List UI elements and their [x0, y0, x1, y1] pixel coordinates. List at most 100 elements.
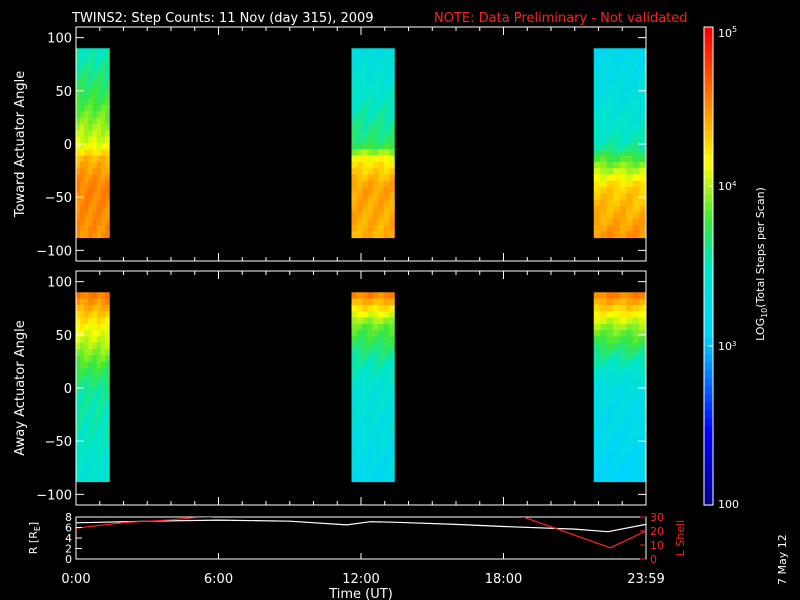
toward-heatmap-cell: [100, 199, 106, 207]
away-heatmap-cell: [378, 431, 385, 438]
toward-heatmap-cell: [88, 48, 94, 56]
colorbar-tick-label-1e5: 105: [718, 25, 737, 40]
away-heatmap-cell: [388, 393, 395, 401]
toward-heatmap-cell: [606, 117, 614, 125]
away-heatmap-cell: [367, 311, 374, 319]
toward-heatmap-cell: [84, 60, 89, 68]
toward-heatmap-cell: [378, 117, 385, 125]
away-heatmap-cell: [88, 342, 94, 350]
away-heatmap-cell: [388, 292, 395, 300]
toward-heatmap-cell: [383, 168, 390, 175]
toward-heatmap-cell: [356, 73, 363, 81]
toward-heatmap-cells: [76, 48, 647, 239]
toward-heatmap-cell: [96, 117, 102, 125]
colorbar-cell: [704, 82, 713, 92]
away-heatmap-cell: [619, 311, 627, 319]
toward-heatmap-cell: [388, 187, 395, 194]
away-heatmap-cell: [88, 336, 94, 344]
toward-heatmap-cell: [378, 231, 385, 239]
away-y-tick-label: 100: [47, 276, 72, 291]
toward-heatmap-cell: [639, 218, 647, 226]
colorbar-cell: [704, 409, 713, 418]
toward-heatmap-cell: [100, 86, 106, 93]
away-heatmap-cell: [96, 355, 102, 363]
away-heatmap-cell: [80, 456, 85, 464]
away-heatmap-cell: [76, 311, 81, 319]
toward-heatmap-cell: [96, 212, 102, 220]
away-heatmap-cell: [613, 468, 621, 476]
toward-heatmap-cell: [593, 193, 601, 201]
toward-heatmap-cell: [84, 142, 89, 150]
away-heatmap-cell: [388, 374, 395, 382]
toward-heatmap-cell: [356, 117, 363, 125]
toward-heatmap-cell: [606, 79, 614, 87]
away-heatmap-cell: [593, 330, 601, 337]
away-heatmap-cell: [600, 412, 608, 419]
away-heatmap-cell: [96, 361, 102, 369]
away-y-tick-label: 50: [55, 329, 72, 344]
colorbar-cell: [704, 210, 713, 219]
away-heatmap-cell: [351, 393, 358, 401]
toward-heatmap-cell: [378, 105, 385, 112]
toward-heatmap-cell: [626, 218, 634, 226]
away-heatmap-cell: [105, 462, 110, 470]
toward-heatmap-cell: [632, 79, 640, 87]
toward-heatmap-cell: [76, 111, 81, 119]
toward-heatmap-cell: [80, 180, 85, 188]
toward-heatmap-cell: [606, 92, 614, 100]
away-heatmap-cell: [96, 399, 102, 407]
toward-heatmap-cell: [100, 54, 106, 62]
away-heatmap-cell: [383, 462, 390, 470]
toward-heatmap-cell: [593, 79, 601, 87]
away-heatmap-cell: [388, 323, 395, 331]
toward-heatmap-cell: [80, 54, 85, 62]
away-heatmap-cell: [388, 349, 395, 356]
away-heatmap-cell: [84, 412, 89, 419]
away-heatmap-cell: [388, 412, 395, 419]
toward-heatmap-cell: [362, 67, 369, 75]
x-tick-label: 23:59: [627, 572, 664, 587]
away-heatmap-cell: [356, 437, 363, 445]
away-heatmap-cell: [626, 374, 634, 382]
toward-heatmap-cell: [96, 218, 102, 226]
away-heatmap-cell: [383, 437, 390, 445]
toward-heatmap-cell: [351, 92, 358, 100]
toward-heatmap-cell: [96, 124, 102, 131]
away-heatmap-cell: [351, 292, 358, 300]
away-heatmap-cell: [632, 437, 640, 445]
away-heatmap-cell: [383, 399, 390, 407]
toward-heatmap-cell: [606, 199, 614, 207]
toward-heatmap-cell: [372, 124, 379, 131]
away-heatmap-cell: [632, 412, 640, 419]
away-heatmap-cell: [619, 386, 627, 394]
away-heatmap-cell: [351, 311, 358, 319]
toward-heatmap-cell: [88, 67, 94, 75]
away-heatmap-cell: [92, 311, 98, 319]
away-heatmap-cell: [383, 424, 390, 432]
toward-heatmap-cell: [632, 130, 640, 138]
away-heatmap-cell: [632, 311, 640, 319]
away-heatmap-cell: [351, 386, 358, 394]
toward-heatmap-cell: [105, 124, 110, 131]
toward-heatmap-cell: [351, 136, 358, 144]
toward-heatmap-cell: [367, 105, 374, 112]
away-heatmap-cell: [378, 330, 385, 337]
toward-heatmap-cell: [356, 187, 363, 194]
toward-heatmap-cell: [593, 54, 601, 62]
toward-heatmap-cell: [88, 117, 94, 125]
away-heatmap-cell: [367, 437, 374, 445]
toward-heatmap-cell: [356, 149, 363, 157]
away-heatmap-cell: [100, 311, 106, 319]
toward-heatmap-cell: [632, 142, 640, 150]
away-heatmap-cell: [593, 323, 601, 331]
colorbar-cell: [704, 481, 713, 490]
away-heatmap-cell: [606, 317, 614, 325]
away-heatmap-cell: [80, 311, 85, 319]
toward-heatmap-cell: [383, 60, 390, 68]
toward-heatmap-cell: [600, 105, 608, 112]
toward-heatmap-cell: [362, 79, 369, 87]
away-heatmap-cell: [96, 437, 102, 445]
away-heatmap-cell: [639, 380, 647, 388]
away-heatmap-cell: [626, 393, 634, 401]
toward-heatmap-cell: [356, 130, 363, 138]
